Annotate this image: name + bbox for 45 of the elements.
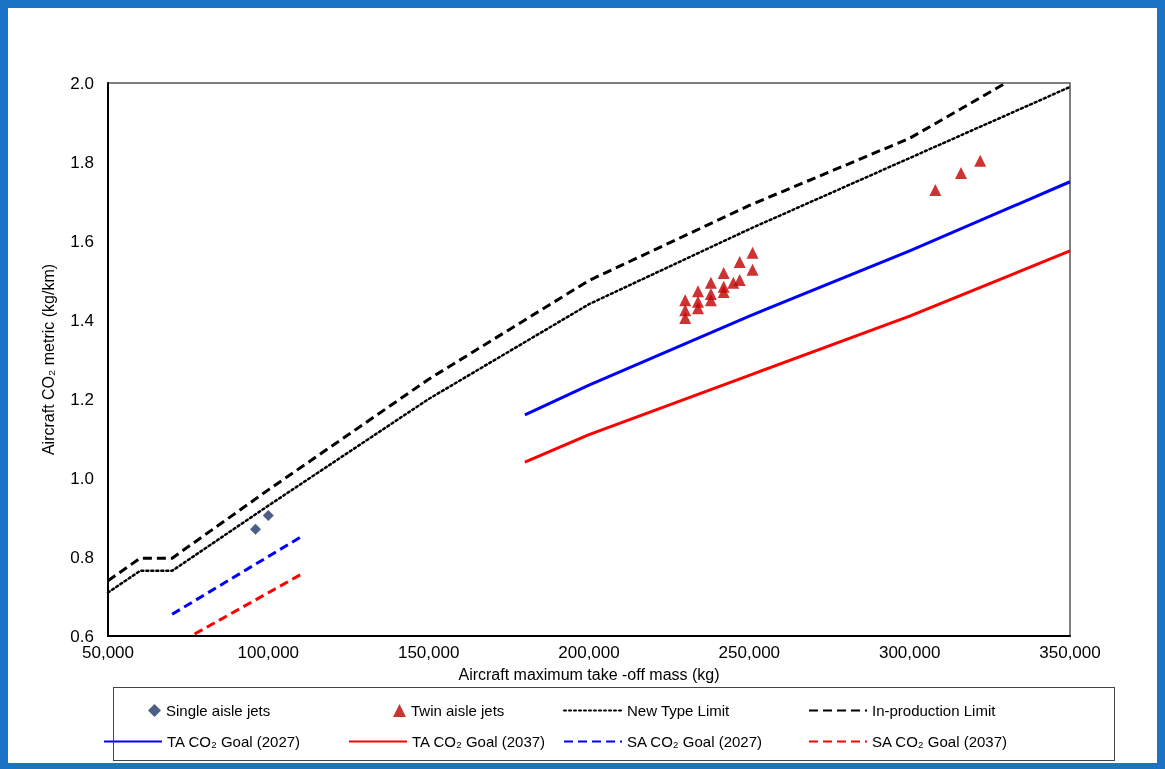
line-series [523, 180, 1072, 417]
y-tick-label: 1.6 [70, 231, 94, 251]
y-tick-label: 0.8 [70, 547, 94, 567]
point [733, 255, 746, 268]
y-tick-label: 2.0 [70, 73, 94, 93]
point [974, 154, 987, 167]
legend-label: TA CO₂ Goal (2037) [412, 733, 546, 750]
x-tick-label: 250,000 [718, 643, 781, 662]
point [704, 294, 717, 307]
point [717, 285, 730, 298]
point [692, 302, 705, 315]
x-tick-label: 200,000 [558, 643, 620, 662]
point [733, 274, 746, 287]
legend-label: TA CO₂ Goal (2027) [167, 733, 301, 750]
x-axis-title: Aircraft maximum take -off mass (kg) [458, 665, 720, 683]
y-tick-label: 1.0 [70, 468, 94, 488]
point [929, 184, 942, 197]
x-tick-label: 150,000 [397, 643, 460, 662]
x-tick-label: 350,000 [1039, 643, 1101, 662]
y-tick-label: 0.6 [70, 626, 94, 646]
legend-label: SA CO₂ Goal (2027) [627, 733, 763, 750]
y-tick-label: 1.2 [70, 389, 94, 409]
x-tick-label: 300,000 [878, 643, 941, 662]
x-tick-label: 100,000 [237, 643, 300, 662]
point [250, 523, 262, 535]
point [727, 276, 740, 289]
legend-label: In-production Limit [872, 702, 997, 719]
point [704, 276, 717, 289]
point [679, 294, 692, 307]
point [746, 246, 759, 259]
x-tick-label: 50,000 [82, 643, 134, 662]
point [262, 510, 274, 522]
point [746, 263, 759, 276]
legend-label: Single aisle jets [166, 702, 271, 719]
y-tick-label: 1.4 [70, 310, 94, 330]
point [954, 167, 967, 180]
legend-label: SA CO₂ Goal (2037) [872, 733, 1008, 750]
y-axis-title: Aircraft CO₂ metric (kg/km) [39, 263, 57, 456]
point [717, 266, 730, 279]
point [679, 312, 692, 325]
y-tick-label: 1.8 [70, 152, 94, 172]
point [692, 285, 705, 298]
legend-label: New Type Limit [627, 702, 731, 719]
legend-label: Twin aisle jets [411, 702, 505, 719]
line-series [523, 249, 1072, 464]
